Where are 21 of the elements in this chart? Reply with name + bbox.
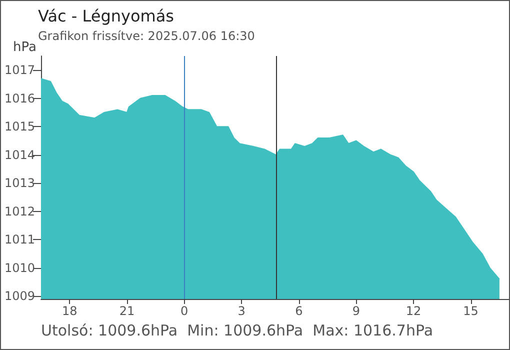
y-axis-title: hPa	[13, 40, 36, 55]
x-tick-label: 3	[238, 304, 246, 318]
y-tick-label: 1015	[4, 120, 35, 134]
x-tick-label: 0	[180, 304, 188, 318]
x-tick-label: 18	[62, 304, 78, 318]
x-tick-label: 9	[352, 304, 360, 318]
x-tick-label: 15	[463, 304, 478, 318]
x-tick-label: 6	[295, 304, 303, 318]
x-tick-label: 12	[406, 304, 422, 318]
chart-title: Vác - Légnyomás	[38, 6, 174, 26]
y-tick-label: 1012	[4, 204, 35, 218]
y-tick-label: 1016	[4, 91, 35, 106]
y-tick-label: 1013	[4, 176, 35, 190]
y-tick-label: 1009	[4, 289, 35, 304]
y-tick-label: 1017	[4, 63, 35, 78]
chart-subtitle: Grafikon frissítve: 2025.07.06 16:30	[38, 29, 255, 43]
y-tick-label: 1011	[4, 232, 35, 247]
y-tick-label: 1010	[4, 260, 35, 275]
text: Utolsó: 1009.6hPa Min: 1009.6hPa Max: 1016.7hPa	[41, 322, 434, 340]
x-tick-label: 21	[119, 304, 135, 318]
y-tick-label: 1014	[4, 148, 35, 162]
